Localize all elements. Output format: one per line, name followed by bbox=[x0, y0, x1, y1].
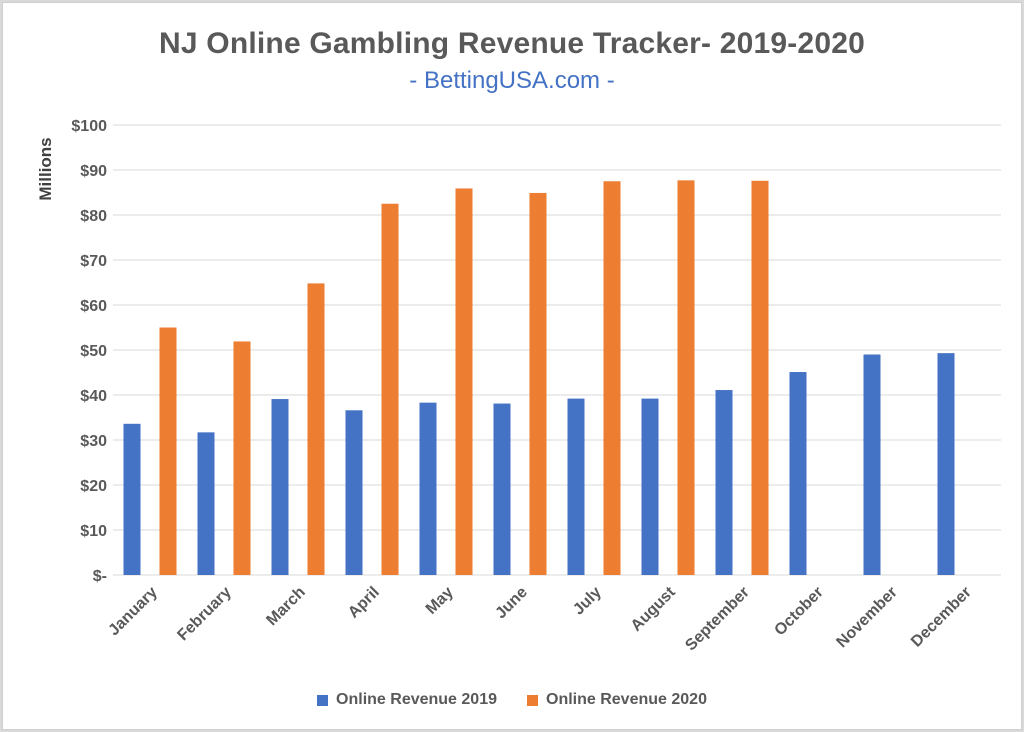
y-tick-label: $100 bbox=[71, 118, 107, 135]
y-tick-label: $- bbox=[93, 568, 107, 585]
legend-swatch-2019 bbox=[317, 694, 329, 706]
legend-swatch-2020 bbox=[527, 694, 538, 706]
y-tick-label: $90 bbox=[80, 163, 107, 180]
x-tick-label: August bbox=[628, 583, 679, 634]
chart-subtitle: - BettingUSA.com - bbox=[409, 67, 615, 94]
y-tick-label: $60 bbox=[80, 298, 107, 315]
grid-lines bbox=[113, 124, 1001, 576]
legend: Online Revenue 2019 Online Revenue 2020 bbox=[3, 691, 1021, 709]
bar-2020-january bbox=[159, 327, 177, 575]
bar-2020-february bbox=[233, 341, 251, 575]
y-tick-label: $70 bbox=[80, 253, 107, 270]
bar-2019-january bbox=[123, 423, 141, 575]
x-axis-ticks: January February March April May June July Augu… bbox=[105, 583, 974, 654]
x-tick-label: October bbox=[771, 584, 826, 639]
legend-item-2019: Online Revenue 2019 bbox=[317, 691, 497, 709]
x-tick-label: April bbox=[345, 584, 383, 622]
bar-2019-may bbox=[419, 402, 437, 575]
y-tick-label: $50 bbox=[80, 343, 107, 360]
y-axis-ticks: $- $10 $20 $30 $40 $50 $60 $70 $80 $90 $100 bbox=[71, 118, 107, 585]
x-tick-label: February bbox=[174, 584, 235, 645]
chart-title: NJ Online Gambling Revenue Tracker- 2019… bbox=[159, 27, 865, 60]
legend-label-2019: Online Revenue 2019 bbox=[336, 691, 497, 708]
bar-2020-august bbox=[677, 180, 695, 575]
bar-2019-december bbox=[937, 353, 955, 575]
bar-2019-april bbox=[345, 410, 363, 575]
x-tick-label: December bbox=[908, 584, 975, 651]
x-tick-label: June bbox=[492, 584, 530, 622]
y-tick-label: $10 bbox=[80, 523, 107, 540]
legend-label-2020: Online Revenue 2020 bbox=[546, 691, 707, 708]
y-tick-label: $20 bbox=[80, 478, 107, 495]
bar-2020-september bbox=[751, 180, 769, 576]
y-axis-label: Millions bbox=[36, 137, 55, 200]
y-tick-label: $80 bbox=[80, 208, 107, 225]
x-tick-label: January bbox=[105, 584, 160, 639]
bars bbox=[123, 180, 955, 576]
x-tick-label: July bbox=[570, 584, 605, 619]
bar-2020-april bbox=[381, 203, 399, 575]
x-tick-label: November bbox=[833, 584, 900, 651]
bar-2019-october bbox=[789, 372, 807, 575]
bar-2019-february bbox=[197, 432, 215, 575]
bar-2019-march bbox=[271, 399, 289, 575]
bar-2019-november bbox=[863, 354, 881, 575]
x-tick-label: May bbox=[423, 584, 457, 618]
bar-2020-july bbox=[603, 181, 621, 575]
bar-2019-august bbox=[641, 398, 659, 575]
bar-2019-july bbox=[567, 398, 585, 575]
bar-2019-september bbox=[715, 390, 733, 575]
chart-plot-area: $- $10 $20 $30 $40 $50 $60 $70 $80 $90 $100 Januar… bbox=[36, 118, 1001, 654]
legend-item-2020: Online Revenue 2020 bbox=[527, 691, 707, 709]
x-tick-label: September bbox=[682, 584, 753, 655]
x-tick-label: March bbox=[263, 584, 308, 629]
y-tick-label: $30 bbox=[80, 433, 107, 450]
y-tick-label: $40 bbox=[80, 388, 107, 405]
bar-2019-june bbox=[493, 403, 511, 575]
bar-2020-may bbox=[455, 188, 473, 575]
bar-2020-june bbox=[529, 192, 547, 575]
bar-2020-march bbox=[307, 283, 325, 575]
